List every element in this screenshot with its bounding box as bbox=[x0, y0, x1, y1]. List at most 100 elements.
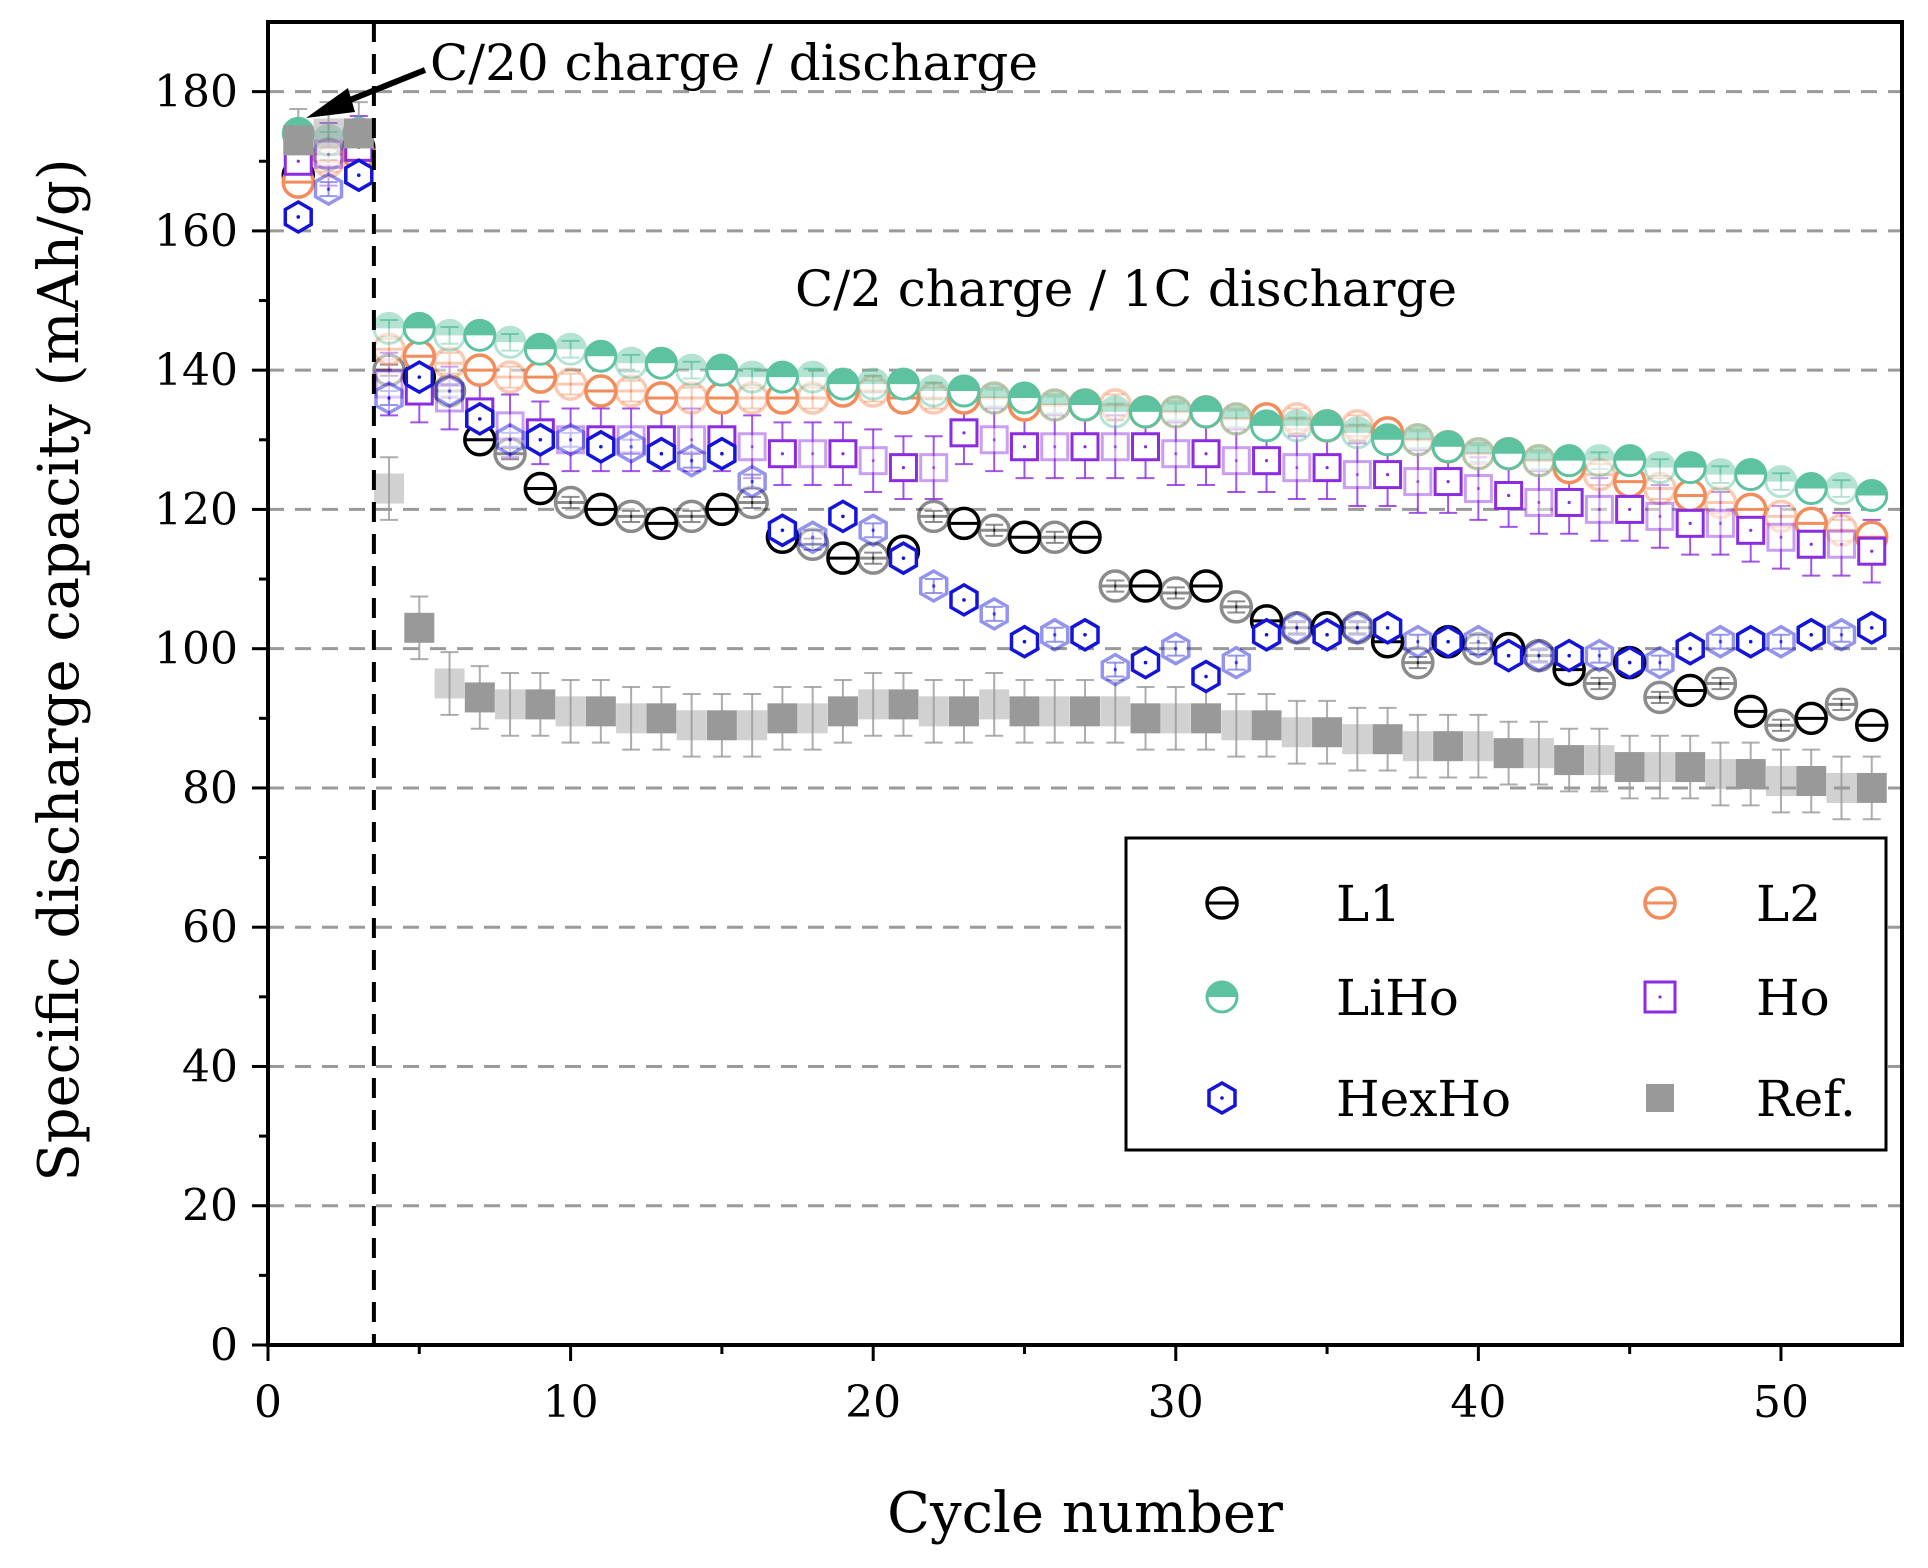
point-l1 bbox=[977, 513, 1011, 548]
point-l1 bbox=[1037, 520, 1072, 555]
point-l1 bbox=[1098, 569, 1133, 603]
point-hexho bbox=[797, 520, 828, 555]
point-ref bbox=[343, 118, 374, 149]
point-l1 bbox=[493, 436, 527, 471]
point-ho bbox=[1494, 480, 1524, 510]
legend-label-ref: Ref. bbox=[1756, 1070, 1856, 1128]
point-ho bbox=[1070, 432, 1100, 462]
point-ho bbox=[888, 453, 918, 483]
point-hexho bbox=[1524, 638, 1554, 673]
point-ho bbox=[314, 139, 344, 169]
point-l2 bbox=[1643, 471, 1677, 506]
point-l1 bbox=[523, 471, 558, 506]
point-hexho bbox=[283, 199, 313, 235]
point-liho bbox=[433, 318, 467, 352]
point-ref bbox=[585, 696, 616, 727]
y-tick-label-120: 120 bbox=[154, 484, 238, 535]
point-ho bbox=[1736, 515, 1766, 545]
point-hexho bbox=[1251, 617, 1282, 652]
point-liho bbox=[1764, 465, 1798, 499]
point-l1 bbox=[674, 499, 709, 534]
point-liho bbox=[1824, 472, 1858, 506]
point-liho bbox=[705, 353, 739, 387]
point-ref bbox=[1312, 717, 1343, 748]
point-ref bbox=[313, 118, 344, 149]
y-tick-label-0: 0 bbox=[210, 1320, 238, 1371]
point-liho bbox=[947, 374, 981, 408]
point-ho bbox=[1131, 432, 1161, 462]
point-l1 bbox=[1582, 666, 1617, 701]
point-ho bbox=[495, 411, 525, 441]
point-l1 bbox=[1824, 687, 1859, 722]
point-ref bbox=[525, 689, 556, 720]
point-ref bbox=[434, 668, 465, 699]
point-ho bbox=[1857, 536, 1887, 566]
point-liho bbox=[1340, 416, 1374, 450]
point-liho bbox=[1068, 388, 1102, 422]
point-liho bbox=[644, 346, 678, 380]
point-ho bbox=[1040, 432, 1070, 462]
y-tick-label-20: 20 bbox=[182, 1181, 238, 1232]
point-hexho bbox=[1070, 617, 1100, 652]
axes: 0 10 20 30 40 50 0 20 40 60 80 100 120 140 160 180 bbox=[154, 67, 1809, 1428]
point-ho bbox=[1252, 446, 1282, 476]
point-hexho bbox=[1221, 645, 1252, 680]
y-tick-label-140: 140 bbox=[154, 345, 238, 396]
point-hexho bbox=[737, 464, 767, 499]
point-ref bbox=[616, 703, 647, 734]
point-ho bbox=[1221, 446, 1251, 476]
legend-marker-l1 bbox=[1205, 886, 1239, 920]
point-hexho bbox=[1372, 610, 1403, 645]
y-tick-label-60: 60 bbox=[182, 902, 238, 953]
point-liho bbox=[1038, 388, 1072, 422]
point-liho bbox=[675, 353, 709, 387]
point-liho bbox=[1552, 444, 1586, 478]
point-hexho bbox=[979, 596, 1009, 631]
point-ho bbox=[1009, 432, 1039, 462]
annotation-c20: C/20 charge / discharge bbox=[430, 34, 1038, 92]
point-ho bbox=[1282, 453, 1312, 483]
point-hexho bbox=[495, 422, 525, 457]
point-liho bbox=[1431, 430, 1465, 464]
point-l2 bbox=[463, 353, 497, 387]
point-hexho bbox=[434, 373, 465, 409]
point-ref bbox=[283, 125, 314, 156]
point-l2 bbox=[493, 360, 527, 394]
x-tick-label-50: 50 bbox=[1753, 1377, 1809, 1428]
point-liho bbox=[523, 332, 557, 366]
point-ho bbox=[1373, 460, 1403, 490]
point-l1 bbox=[1007, 520, 1042, 555]
point-ho bbox=[1645, 501, 1675, 531]
point-hexho bbox=[707, 436, 737, 471]
point-liho bbox=[1734, 458, 1768, 492]
point-l2 bbox=[705, 381, 739, 415]
point-l2 bbox=[795, 381, 830, 415]
point-l2 bbox=[856, 374, 890, 408]
point-l2 bbox=[1764, 499, 1798, 534]
point-hexho bbox=[1735, 624, 1766, 659]
point-ref bbox=[706, 710, 737, 741]
point-liho bbox=[1250, 409, 1284, 443]
point-ref bbox=[464, 682, 495, 713]
point-ref bbox=[1191, 703, 1222, 734]
legend-label-ho: Ho bbox=[1756, 969, 1830, 1027]
legend-marker-ho bbox=[1643, 980, 1677, 1014]
point-liho bbox=[917, 374, 951, 408]
point-ho bbox=[798, 439, 828, 469]
legend-label-hexho: HexHo bbox=[1336, 1070, 1511, 1128]
series-ref bbox=[283, 118, 1887, 803]
point-hexho bbox=[616, 429, 646, 464]
point-ref bbox=[1402, 731, 1433, 762]
point-ho bbox=[1675, 508, 1705, 538]
point-liho bbox=[554, 332, 588, 366]
point-hexho bbox=[1040, 617, 1070, 652]
point-l1 bbox=[826, 541, 860, 575]
point-hexho bbox=[465, 401, 495, 436]
point-liho bbox=[1461, 437, 1495, 471]
point-hexho bbox=[1857, 610, 1887, 645]
point-ho bbox=[1161, 439, 1191, 469]
point-ref bbox=[1735, 759, 1766, 790]
series-ho bbox=[283, 132, 1887, 566]
y-tick-label-100: 100 bbox=[154, 624, 238, 675]
point-liho bbox=[1280, 409, 1314, 443]
